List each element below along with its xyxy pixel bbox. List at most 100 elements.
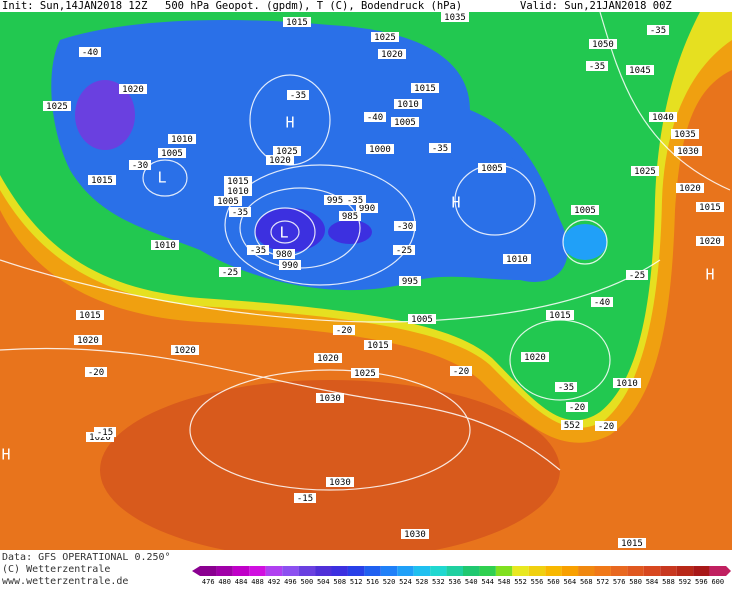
scale-label: 488	[251, 578, 264, 586]
scale-label: 512	[350, 578, 363, 586]
isobar-label: 1030	[677, 147, 699, 157]
scale-label: 496	[284, 578, 297, 586]
isobar-label-box	[74, 335, 102, 345]
isobar-label: 1020	[317, 354, 339, 364]
scale-label: 540	[465, 578, 478, 586]
isobar-label-box	[273, 146, 301, 156]
isobar-label: 1010	[154, 241, 176, 251]
isobar-label-box	[351, 368, 379, 378]
isobar-label: 1015	[549, 311, 571, 321]
scale-label: 584	[646, 578, 659, 586]
isobar-label: 1020	[174, 346, 196, 356]
isobar-label: 1005	[481, 164, 503, 174]
scale-label: 508	[333, 578, 346, 586]
cold-core-east	[563, 224, 607, 260]
temperature-label: -20	[569, 403, 585, 413]
valid-time: Valid: Sun,21JAN2018 00Z	[520, 0, 672, 12]
temperature-label: -35	[650, 26, 666, 36]
map-field	[0, 10, 732, 560]
cold-core-mid	[328, 220, 372, 244]
isobar-label-box	[674, 146, 702, 156]
scale-swatch	[561, 566, 579, 576]
cold-core-west	[75, 80, 135, 150]
scale-swatch	[347, 566, 365, 576]
temperature-label: -25	[396, 246, 412, 256]
scale-swatch	[331, 566, 348, 576]
temperature-label-box	[595, 421, 617, 431]
scale-swatch	[709, 566, 726, 576]
isobar-label: 1015	[79, 311, 101, 321]
isobar-label: 1025	[374, 33, 396, 43]
scale-swatch	[446, 566, 463, 576]
scale-swatch	[232, 566, 250, 576]
data-source: Data: GFS OPERATIONAL 0.250°	[2, 552, 171, 563]
scale-swatch	[693, 566, 710, 576]
isobar-label: 1010	[397, 100, 419, 110]
scale-swatch	[643, 566, 661, 576]
isobar-label-box	[283, 17, 311, 27]
isobar-label: 990	[282, 261, 298, 271]
isobar-label-box	[618, 538, 646, 548]
isobar-label-box	[364, 340, 392, 350]
isobar-label-box	[408, 314, 436, 324]
isobar-label-box	[391, 117, 419, 127]
scale-label: 524	[399, 578, 412, 586]
isobar-label: 1015	[367, 341, 389, 351]
scale-label: 572	[596, 578, 609, 586]
isobar-label: 1020	[89, 433, 111, 443]
isobar-label-box	[314, 353, 342, 363]
isobar-label-box	[76, 310, 104, 320]
isobar-label-box	[401, 529, 429, 539]
scale-swatch	[594, 566, 611, 576]
scale-swatch	[545, 566, 562, 576]
isobar-label-box	[371, 32, 399, 42]
isobar-label-box	[168, 134, 196, 144]
temperature-label: -35	[558, 383, 574, 393]
isobar-label-box	[324, 195, 346, 205]
isobar-label-box	[119, 84, 147, 94]
scale-label: 588	[662, 578, 675, 586]
scale-swatch	[627, 566, 644, 576]
map-title: 500 hPa Geopot. (gpdm), T (C), Bodendruc…	[165, 0, 462, 12]
scale-label: 592	[679, 578, 692, 586]
isobar-label-box	[266, 155, 294, 165]
isobar-label: 1015	[414, 84, 436, 94]
isobar-label-box	[339, 211, 361, 221]
scale-label: 544	[481, 578, 494, 586]
scale-label: 528	[416, 578, 429, 586]
cold-core-low	[255, 208, 325, 252]
isobar-label-box	[366, 144, 394, 154]
isobar-label: 980	[276, 250, 292, 260]
scale-label: 556	[531, 578, 544, 586]
scale-swatch	[463, 566, 480, 576]
isobar-label: 995	[327, 196, 343, 206]
isobar-label-box	[378, 49, 406, 59]
isobar-label: 995	[402, 277, 418, 287]
isobar-label: 1050	[592, 40, 614, 50]
isobar-label: 1015	[91, 176, 113, 186]
isobar-label: 1010	[171, 135, 193, 145]
isobar-label-box	[571, 205, 599, 215]
isobar-label-box	[88, 175, 116, 185]
scale-label: 504	[317, 578, 330, 586]
temperature-label: -20	[88, 368, 104, 378]
pressure-center: H	[285, 114, 294, 132]
isobar-label: 990	[359, 204, 375, 214]
isobar-label: 1030	[319, 394, 341, 404]
isobar-label-box	[441, 12, 469, 22]
isobar-label-box	[224, 176, 252, 186]
temperature-label-box	[287, 90, 309, 100]
scale-swatch	[512, 566, 529, 576]
temperature-label-box	[647, 25, 669, 35]
isobar-label: 1015	[621, 539, 643, 549]
scale-swatch	[315, 566, 332, 576]
scale-swatch	[380, 566, 398, 576]
temperature-label: -35	[232, 208, 248, 218]
temperature-label-box	[94, 427, 116, 437]
scale-label: 600	[711, 578, 724, 586]
isobar-label: 1035	[674, 130, 696, 140]
temperature-label-box	[591, 297, 613, 307]
temperature-label-box	[364, 112, 386, 122]
scale-arrow-left	[192, 566, 200, 576]
scale-label: 560	[547, 578, 560, 586]
